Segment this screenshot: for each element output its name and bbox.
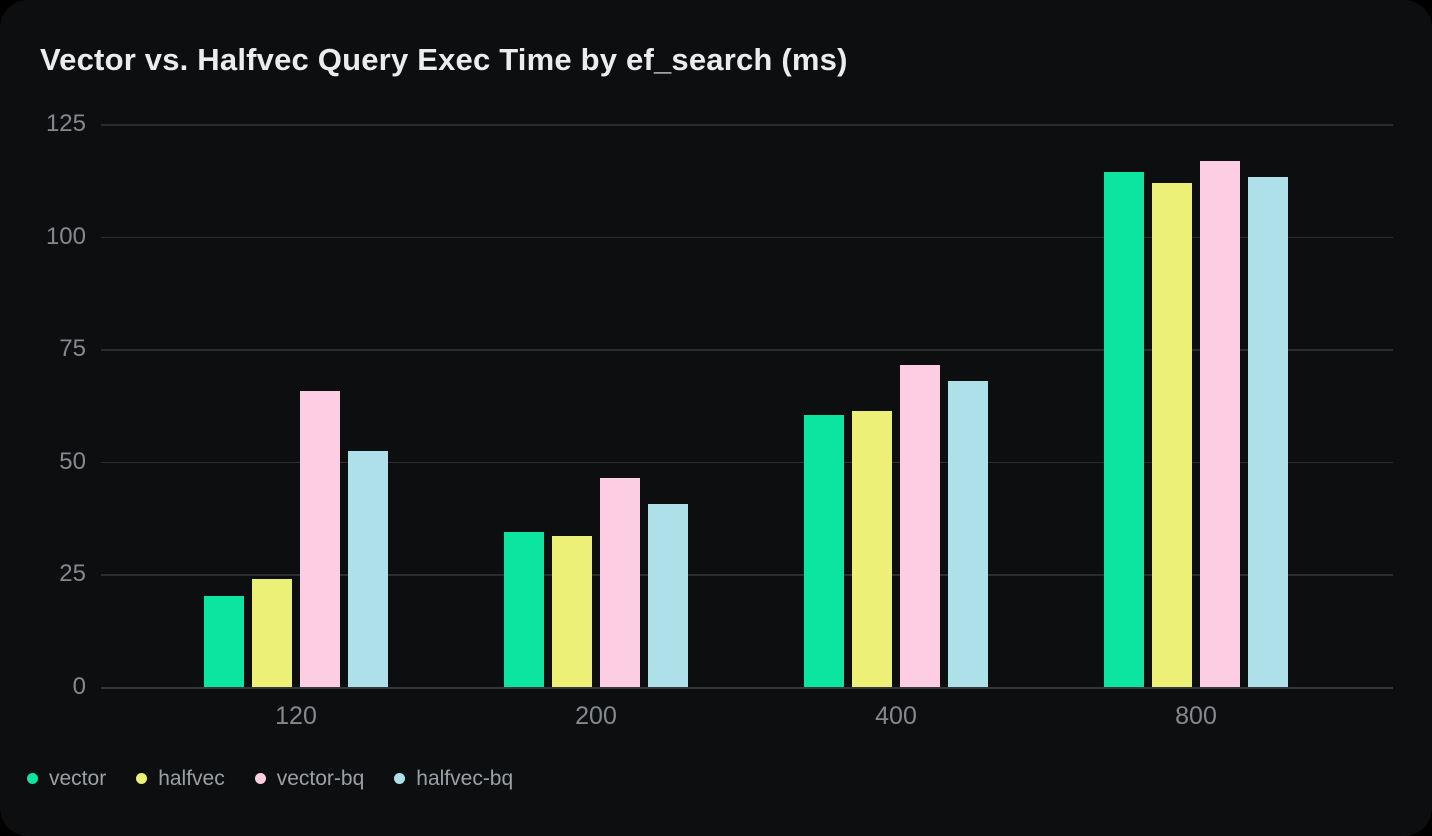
legend-item-halfvec-bq[interactable]: halfvec-bq (394, 768, 513, 789)
bar-halfvec-bq-200[interactable] (648, 503, 688, 687)
y-tick-label-25: 25 (59, 560, 86, 588)
x-tick-label-400: 400 (875, 702, 917, 730)
x-tick-label-200: 200 (575, 702, 617, 730)
bar-vector-800[interactable] (1104, 171, 1144, 687)
bar-vector-120[interactable] (204, 596, 244, 687)
y-tick-label-0: 0 (72, 673, 86, 700)
plot-area: 0 25 50 75 100 125 120 200 400 800 (46, 112, 1393, 729)
legend-label-halfvec: halfvec (158, 767, 225, 790)
bar-group-120 (204, 390, 388, 687)
y-tick-label-125: 125 (45, 110, 86, 137)
bar-halfvec-400[interactable] (852, 410, 892, 687)
y-tick-label-100: 100 (45, 222, 86, 250)
legend-item-vector-bq[interactable]: vector-bq (254, 767, 365, 790)
x-tick-label-120: 120 (275, 702, 317, 730)
gridline-y-25 (101, 574, 1393, 576)
bar-vector-bq-800[interactable] (1200, 161, 1240, 687)
legend-label-halfvec-bq: halfvec-bq (416, 767, 514, 790)
gridline-y-125 (101, 124, 1393, 126)
legend-label-vector-bq: vector-bq (276, 767, 365, 790)
x-tick-label-800: 800 (1175, 702, 1217, 730)
bar-vector-200[interactable] (504, 532, 544, 687)
bar-halfvec-bq-120[interactable] (348, 450, 388, 687)
bar-group-400 (804, 364, 988, 687)
gridline-y-100 (101, 236, 1393, 239)
bar-halfvec-120[interactable] (252, 579, 292, 687)
bar-halfvec-bq-400[interactable] (948, 380, 988, 687)
y-tick-label-50: 50 (59, 447, 86, 475)
legend-label-vector: vector (49, 767, 107, 790)
bar-halfvec-200[interactable] (552, 536, 592, 687)
bar-halfvec-800[interactable] (1152, 183, 1192, 687)
bar-vector-bq-400[interactable] (900, 364, 940, 687)
legend: vector halfvec vector-bq halfvec-bq (27, 768, 513, 789)
bar-vector-bq-120[interactable] (300, 390, 340, 687)
bar-halfvec-bq-800[interactable] (1248, 176, 1288, 687)
y-tick-label-75: 75 (59, 335, 86, 363)
gridline-y-50 (101, 461, 1393, 464)
bar-group-800 (1104, 161, 1288, 687)
legend-dot-vector-bq (254, 773, 266, 784)
gridline-y-0 (101, 687, 1393, 689)
legend-item-halfvec[interactable]: halfvec (136, 768, 225, 789)
legend-item-vector[interactable]: vector (27, 768, 106, 789)
bar-group-200 (504, 477, 688, 687)
legend-dot-vector (27, 773, 38, 784)
bar-vector-bq-200[interactable] (600, 477, 640, 687)
legend-dot-halfvec (136, 773, 148, 784)
legend-dot-halfvec-bq (394, 773, 406, 784)
gridline-y-75 (101, 349, 1393, 351)
bar-vector-400[interactable] (804, 415, 844, 687)
chart-title: Vector vs. Halfvec Query Exec Time by ef… (40, 42, 848, 77)
